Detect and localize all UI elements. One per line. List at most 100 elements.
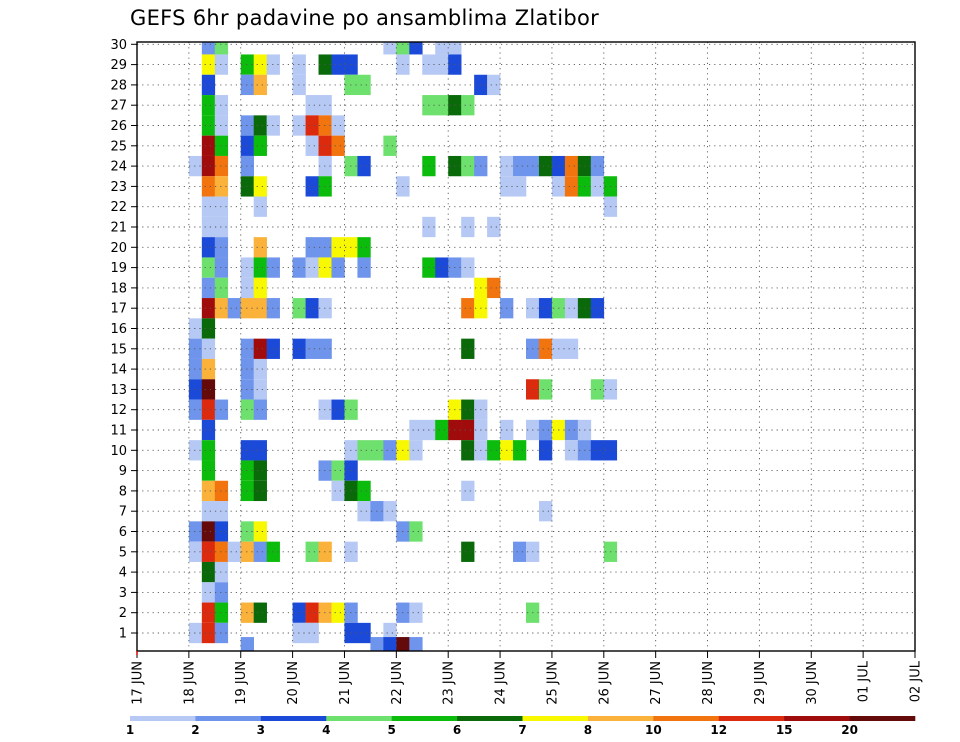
y-tick-label: 16: [110, 322, 127, 337]
colorbar-label: 5: [387, 723, 395, 737]
y-tick-label: 29: [110, 58, 127, 73]
heat-cell: [538, 501, 553, 522]
heat-cell: [188, 521, 203, 542]
heat-cell: [435, 95, 449, 116]
heat-cell: [201, 399, 216, 420]
heat-cell: [201, 460, 216, 481]
y-tick-label: 14: [110, 363, 127, 378]
heat-cell: [214, 135, 229, 156]
heat-cell: [383, 637, 397, 651]
heat-cell: [214, 196, 229, 217]
colorbar-label: 12: [710, 723, 727, 737]
heat-cell: [461, 541, 475, 562]
x-tick-label: 20 JUN: [286, 661, 301, 705]
heat-cell: [409, 42, 423, 55]
heat-cell: [253, 176, 267, 197]
y-tick-label: 12: [110, 403, 127, 418]
heat-cell: [331, 135, 345, 156]
heat-cell: [188, 541, 203, 562]
heat-cell: [201, 237, 216, 258]
heat-cell: [435, 419, 449, 441]
heat-cell: [214, 237, 229, 258]
heat-cell: [487, 440, 501, 461]
heat-cell: [188, 338, 203, 359]
x-tick-label: 28 JUN: [701, 661, 716, 705]
x-tick-label: 01 JUL: [857, 660, 872, 702]
heat-cell: [305, 602, 319, 623]
x-tick-label: 25 JUN: [545, 661, 560, 705]
x-tick-label: 02 JUL: [909, 660, 924, 702]
heat-cell: [201, 338, 216, 359]
heat-cell: [201, 358, 216, 380]
heat-cell: [201, 216, 216, 238]
heat-cell: [201, 419, 216, 441]
heat-cell: [538, 155, 553, 177]
heat-cell: [305, 257, 319, 278]
heat-cell: [538, 419, 553, 441]
heat-cell: [305, 237, 319, 258]
heat-cell: [201, 155, 216, 177]
colorbar-segment: [522, 716, 589, 721]
heat-cell: [331, 460, 345, 481]
heat-cell: [305, 115, 319, 136]
heat-cell: [188, 379, 203, 400]
heat-cell: [564, 419, 579, 441]
heat-cell: [409, 637, 423, 651]
colorbar-label: 8: [584, 723, 592, 737]
heat-cell: [214, 95, 229, 116]
heat-cell: [201, 480, 216, 502]
y-tick-label: 30: [110, 38, 127, 53]
heat-cell: [201, 54, 216, 75]
heat-cell: [513, 440, 527, 461]
heat-cell: [188, 399, 203, 420]
colorbar-label: 7: [518, 723, 526, 737]
heat-cell: [201, 561, 216, 583]
heat-cell: [201, 115, 216, 136]
heat-cell: [435, 42, 449, 55]
heat-cell: [538, 298, 553, 319]
colorbar-segment: [718, 716, 785, 721]
heat-cell: [396, 637, 410, 651]
y-tick-label: 13: [110, 383, 127, 398]
y-tick-label: 11: [110, 424, 127, 439]
heat-cell: [214, 480, 229, 502]
heat-cell: [214, 277, 229, 299]
heat-cell: [487, 74, 501, 96]
heat-cell: [201, 74, 216, 96]
heat-cell: [201, 277, 216, 299]
heat-cell: [214, 561, 229, 583]
heat-cell: [253, 74, 267, 96]
y-tick-label: 19: [110, 261, 127, 276]
heat-cell: [357, 622, 371, 644]
heat-cell: [188, 358, 203, 380]
y-tick-label: 2: [119, 606, 127, 621]
heat-cell: [227, 298, 242, 319]
x-tick-label: 29 JUN: [753, 661, 768, 705]
heat-cell: [331, 237, 345, 258]
plot-frame: [136, 41, 916, 652]
heat-cell: [201, 521, 216, 542]
y-tick-label: 4: [119, 566, 127, 581]
heat-cell: [253, 237, 267, 258]
heat-cell: [357, 155, 371, 177]
heat-cell: [357, 440, 371, 461]
y-tick-label: 26: [110, 119, 127, 134]
colorbar-segment: [849, 716, 916, 721]
heat-cell: [227, 541, 242, 562]
heat-cell: [253, 399, 267, 420]
heat-cell: [461, 480, 475, 502]
heat-cell: [214, 54, 229, 75]
colorbar-segment: [195, 716, 262, 721]
heat-cell: [461, 419, 475, 441]
heat-cell: [538, 440, 553, 461]
heat-cell: [383, 42, 397, 55]
heat-cell: [370, 637, 384, 651]
colorbar-segment: [260, 716, 327, 721]
heat-cell: [590, 176, 605, 197]
heat-cell: [305, 95, 319, 116]
x-tick-label: 18 JUN: [182, 661, 197, 705]
y-tick-label: 20: [110, 241, 127, 256]
y-tick-label: 17: [110, 302, 127, 317]
heat-cell: [214, 257, 229, 278]
heat-cell: [461, 257, 475, 278]
